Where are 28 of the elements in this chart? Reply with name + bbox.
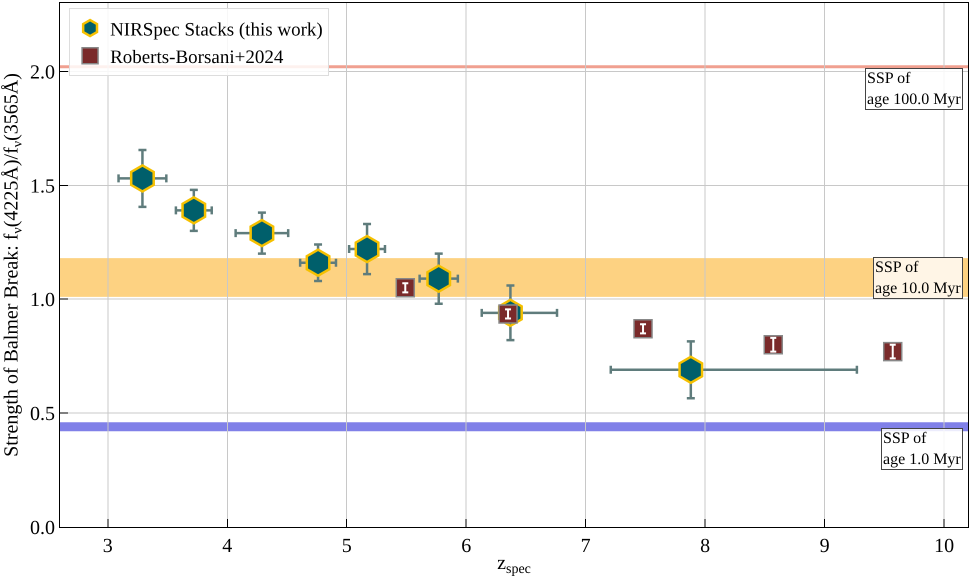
ref-line-label: SSP of age 100.0 Myr	[867, 70, 962, 108]
point	[396, 278, 416, 298]
point	[678, 356, 704, 384]
ref-line-label: SSP of age 1.0 Myr	[883, 430, 962, 468]
x-tick-label: 10	[934, 535, 954, 557]
legend-label: Roberts-Borsani+2024	[110, 47, 284, 68]
point	[130, 164, 155, 193]
y-tick-label: 0.0	[30, 517, 55, 539]
point	[633, 319, 653, 339]
legend-label: NIRSpec Stacks (this work)	[110, 20, 323, 40]
band-label: SSP of age 10.0 Myr	[875, 259, 962, 297]
x-tick-label: 3	[102, 535, 113, 557]
x-tick-label: 6	[461, 535, 472, 557]
point	[249, 218, 274, 248]
y-tick-label: 0.5	[30, 403, 55, 426]
point	[426, 264, 452, 293]
point	[181, 196, 206, 225]
point	[354, 234, 380, 264]
point	[306, 248, 331, 277]
x-tick-label: 9	[820, 535, 830, 557]
y-tick-label: 2.0	[30, 61, 55, 84]
y-tick-label: 1.0	[30, 289, 55, 312]
y-tick-label: 1.5	[30, 175, 55, 198]
x-axis-title: z$_{spec}$	[497, 552, 531, 577]
x-tick-label: 5	[342, 535, 352, 557]
x-tick-label: 7	[580, 535, 591, 557]
x-tick-label: 4	[222, 535, 232, 557]
x-tick-label: 8	[700, 535, 710, 557]
